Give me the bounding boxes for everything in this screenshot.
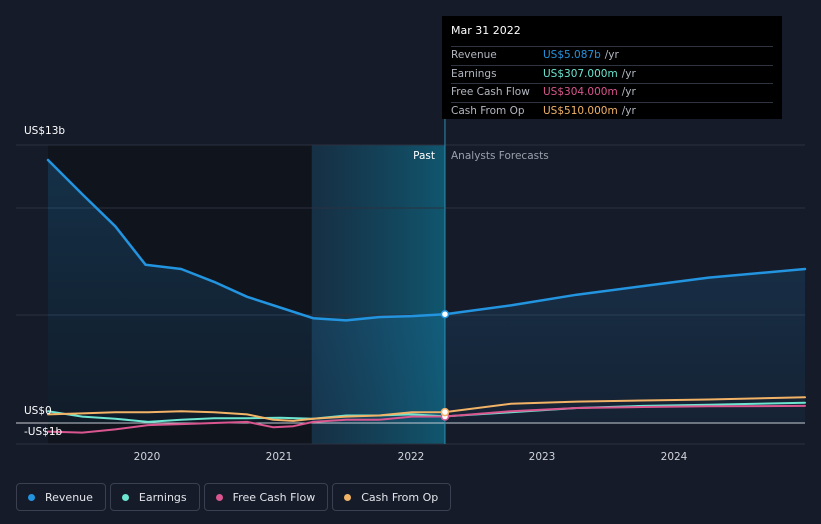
legend: Revenue Earnings Free Cash Flow Cash Fro…: [16, 483, 455, 511]
tooltip-row-earnings: Earnings US$307.000m /yr: [451, 64, 773, 84]
x-tick-label: 2022: [397, 451, 425, 463]
legend-dot-icon: [344, 493, 352, 501]
tooltip-value: US$5.087b: [543, 49, 601, 61]
tooltip-label: Cash From Op: [451, 104, 525, 117]
revenue-area: [48, 160, 805, 423]
legend-item-earnings[interactable]: Earnings: [109, 483, 200, 511]
legend-dot-icon: [28, 493, 35, 501]
legend-item-cash-from-op[interactable]: Cash From Op: [332, 483, 452, 511]
tooltip-unit: /yr: [621, 104, 636, 117]
tooltip-unit: /yr: [604, 49, 619, 61]
forecast-label: Analysts Forecasts: [451, 150, 549, 162]
x-tick-label: 2021: [265, 451, 293, 463]
legend-item-free-cash-flow[interactable]: Free Cash Flow: [203, 483, 329, 511]
revenue-marker: [440, 309, 450, 319]
tooltip-row-free-cash-flow: Free Cash Flow US$304.000m /yr: [451, 83, 773, 102]
legend-label: Cash From Op: [361, 490, 439, 504]
tooltip-label: Free Cash Flow: [451, 86, 530, 98]
tooltip-value: US$510.000m: [543, 104, 618, 117]
tooltip-date: Mar 31 2022: [451, 24, 521, 37]
legend-dot-icon: [215, 493, 223, 501]
legend-label: Earnings: [138, 490, 187, 504]
tooltip-label: Earnings: [451, 67, 497, 80]
free-cash-flow-line: [47, 404, 806, 434]
legend-dot-icon: [121, 493, 129, 501]
tooltip-unit: /yr: [621, 86, 636, 98]
x-tick-label: 2023: [528, 451, 556, 463]
x-tick-label: 2024: [660, 451, 688, 463]
tooltip-unit: /yr: [621, 67, 636, 80]
tooltip-value: US$304.000m: [543, 86, 618, 98]
y-tick-label-zero: US$0: [24, 405, 52, 417]
y-tick-label-negative: -US$1b: [24, 426, 63, 438]
tooltip: Mar 31 2022 Revenue US$5.087b /yr Earnin…: [442, 16, 782, 119]
y-tick-label-top: US$13b: [24, 125, 66, 137]
legend-label: Free Cash Flow: [232, 490, 316, 504]
tooltip-label: Revenue: [451, 49, 497, 61]
legend-label: Revenue: [45, 490, 93, 504]
tooltip-row-revenue: Revenue US$5.087b /yr: [451, 46, 773, 65]
x-tick-label: 2020: [133, 451, 161, 463]
tooltip-row-cash-from-op: Cash From Op US$510.000m /yr: [451, 101, 773, 121]
legend-item-revenue[interactable]: Revenue: [16, 483, 106, 511]
tooltip-value: US$307.000m: [543, 67, 618, 80]
cash-from-op-line: [47, 396, 806, 422]
past-label: Past: [413, 150, 435, 162]
cash-from-op-marker: [440, 407, 450, 417]
revenue-line: [46, 158, 807, 322]
